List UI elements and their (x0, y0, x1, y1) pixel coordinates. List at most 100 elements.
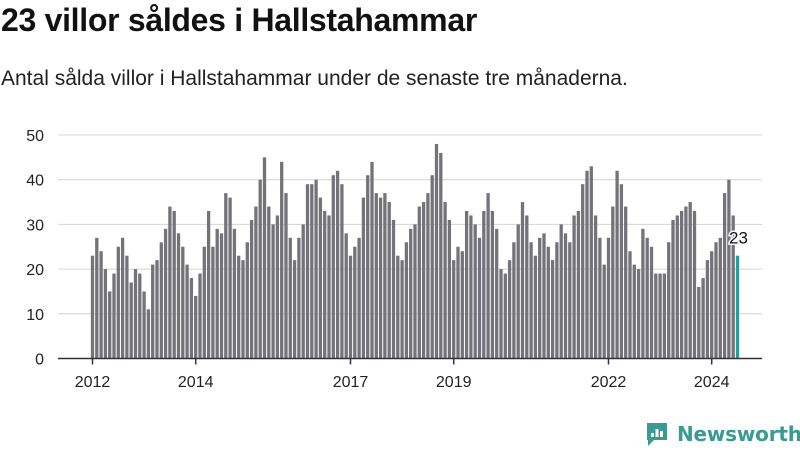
highlight-bar (735, 255, 740, 359)
bar (525, 215, 529, 359)
bar (714, 242, 718, 359)
bar (667, 242, 671, 359)
bar (572, 215, 576, 359)
bar (490, 210, 495, 359)
bar (645, 237, 649, 359)
bar (232, 228, 237, 359)
bar (340, 184, 344, 359)
bar (447, 219, 452, 359)
bar (585, 170, 589, 359)
y-tick-label: 0 (35, 352, 44, 369)
bar (125, 255, 129, 359)
bar (417, 206, 421, 359)
bar (353, 246, 357, 359)
bar (181, 246, 185, 359)
bar (99, 251, 103, 359)
bar (529, 242, 533, 359)
y-tick-label: 40 (26, 173, 44, 190)
bar (649, 246, 654, 359)
bar (503, 273, 507, 359)
bar (624, 206, 628, 359)
bar (138, 273, 142, 359)
brand-name: Newsworthy (677, 422, 800, 446)
bar (151, 264, 155, 359)
bar (430, 175, 434, 359)
bar (129, 282, 133, 359)
bar (133, 269, 138, 359)
bar (396, 255, 400, 359)
bar (679, 210, 684, 359)
newsworthy-logo-icon (647, 423, 667, 446)
bar (275, 215, 280, 359)
chart-subtitle: Antal sålda villor i Hallstahammar under… (1, 67, 628, 90)
bar (641, 228, 645, 359)
bar (611, 206, 615, 359)
bar (697, 286, 701, 359)
bar (172, 210, 176, 359)
bar (628, 251, 632, 359)
x-tick-label: 2017 (333, 374, 369, 391)
bar (718, 237, 722, 359)
bar (116, 246, 120, 359)
bar (400, 260, 404, 359)
bar (550, 260, 555, 359)
bar (292, 260, 297, 359)
bar (426, 193, 430, 359)
bars (90, 143, 740, 359)
labels: 0 10 20 30 40 50 2012 2014 2017 2019 2022 2024 23 (26, 128, 749, 391)
bar (452, 260, 456, 359)
bar (237, 255, 241, 359)
bar (499, 269, 503, 359)
bar (245, 242, 249, 359)
bar (632, 264, 636, 359)
bar (460, 251, 464, 359)
bar (331, 175, 335, 359)
newsworthy-logo[interactable]: Newsworthy (645, 420, 800, 448)
bar (516, 224, 520, 359)
bar (606, 237, 611, 359)
bar (409, 228, 413, 359)
bar (159, 242, 163, 359)
x-tick-label: 2014 (178, 374, 214, 391)
bar (305, 184, 310, 359)
bar (323, 210, 327, 359)
bar (310, 184, 314, 359)
bar (344, 233, 348, 359)
bar (224, 193, 228, 359)
x-tick-label: 2019 (436, 374, 472, 391)
y-tick-label: 50 (26, 128, 44, 145)
bar (692, 210, 697, 359)
bar (146, 309, 151, 359)
bar (194, 295, 198, 359)
bar (176, 233, 181, 359)
bar (404, 242, 409, 359)
bar (297, 237, 301, 359)
x-tick-label: 2024 (694, 374, 730, 391)
bar (267, 206, 271, 359)
bar (202, 246, 206, 359)
bar (619, 184, 624, 359)
bar (602, 264, 606, 359)
bar (559, 224, 563, 359)
bar (563, 233, 568, 359)
bar (533, 255, 538, 359)
bar (538, 237, 542, 359)
bar (335, 170, 340, 359)
bar (654, 273, 658, 359)
bar (731, 215, 735, 359)
bar (727, 179, 731, 359)
bar (112, 273, 116, 359)
bar (108, 291, 112, 359)
bar (103, 269, 108, 359)
bar (701, 278, 705, 359)
bar (301, 224, 305, 359)
bar (482, 210, 486, 359)
bar (542, 233, 546, 359)
bar (361, 197, 366, 359)
bar (120, 237, 125, 359)
bar (688, 202, 692, 359)
bar (439, 152, 443, 359)
bar (366, 175, 370, 359)
bar (568, 242, 572, 359)
